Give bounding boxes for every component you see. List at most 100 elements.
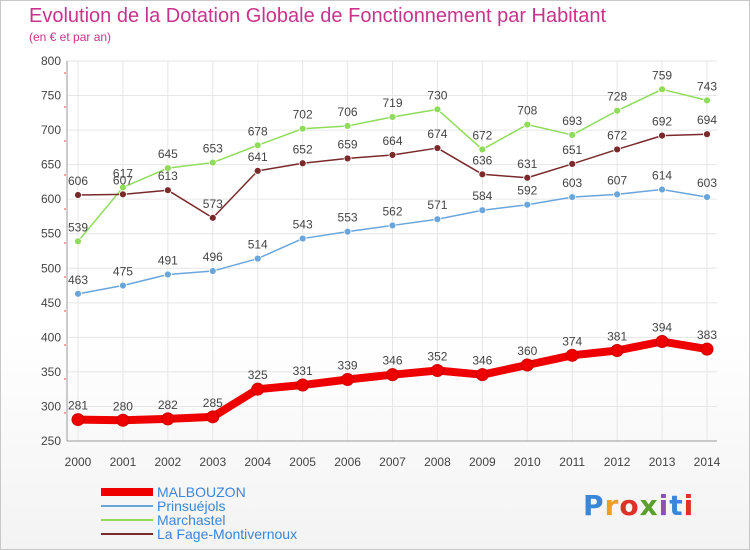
- data-label: 728: [607, 90, 627, 104]
- data-point: [475, 368, 489, 382]
- legend-swatch: [101, 505, 153, 507]
- data-point: [703, 130, 711, 139]
- data-label: 719: [382, 96, 402, 110]
- data-label: 702: [293, 108, 313, 122]
- data-label: 584: [472, 189, 492, 203]
- y-tick-label: 300: [41, 399, 61, 413]
- data-point: [655, 335, 669, 349]
- logo-letter: i: [683, 489, 695, 522]
- data-label: 645: [158, 147, 178, 161]
- x-tick-label: 2006: [334, 455, 361, 469]
- legend-swatch: [101, 533, 153, 535]
- legend-label: MALBOUZON: [157, 484, 246, 500]
- data-point: [433, 105, 442, 114]
- data-label: 672: [607, 128, 627, 142]
- x-tick-label: 2009: [469, 455, 496, 469]
- data-point: [163, 270, 172, 279]
- data-point: [74, 289, 82, 298]
- x-tick-label: 2000: [65, 455, 92, 469]
- data-label: 659: [338, 137, 358, 151]
- data-label: 282: [158, 398, 178, 412]
- data-point: [613, 106, 622, 115]
- data-point: [520, 358, 534, 372]
- data-point: [523, 200, 532, 209]
- data-label: 678: [248, 124, 268, 138]
- data-label: 463: [68, 273, 88, 287]
- data-label: 573: [203, 197, 223, 211]
- y-tick-label: 750: [41, 89, 61, 103]
- data-point: [433, 144, 442, 152]
- data-label: 331: [293, 364, 313, 378]
- logo-letter: x: [639, 489, 659, 522]
- y-tick-label: 650: [41, 158, 61, 172]
- data-label: 613: [158, 169, 178, 183]
- x-tick-label: 2001: [110, 455, 137, 469]
- data-label: 693: [562, 114, 582, 128]
- data-point: [206, 410, 220, 424]
- data-label: 285: [203, 396, 223, 410]
- data-label: 706: [338, 105, 358, 119]
- data-label: 491: [158, 253, 178, 267]
- data-point: [388, 221, 397, 230]
- data-label: 571: [427, 198, 447, 212]
- logo-letter: r: [604, 489, 620, 522]
- data-label: 631: [517, 157, 537, 171]
- legend-label: La Fage-Montivernoux: [157, 526, 298, 542]
- data-label: 543: [293, 218, 313, 232]
- data-point: [161, 412, 175, 426]
- data-label: 383: [697, 328, 717, 342]
- x-tick-label: 2004: [244, 455, 271, 469]
- legend-swatch: [101, 488, 153, 496]
- data-label: 339: [338, 359, 358, 373]
- data-point: [433, 215, 442, 224]
- data-label: 672: [472, 128, 492, 142]
- data-label: 562: [382, 204, 402, 218]
- data-label: 280: [113, 399, 133, 413]
- data-point: [253, 141, 262, 150]
- x-tick-label: 2014: [694, 455, 721, 469]
- y-tick-label: 550: [41, 227, 61, 241]
- legend-label: Prinsuéjols: [157, 498, 226, 514]
- x-tick-label: 2008: [424, 455, 451, 469]
- x-tick-label: 2013: [649, 455, 676, 469]
- data-label: 694: [697, 113, 717, 127]
- data-point: [388, 151, 397, 159]
- legend-label: Marchastel: [157, 512, 226, 528]
- data-label: 614: [652, 169, 672, 183]
- data-label: 539: [68, 220, 88, 234]
- x-tick-label: 2012: [604, 455, 631, 469]
- data-label: 346: [382, 354, 402, 368]
- logo-letter: o: [619, 489, 640, 522]
- data-point: [343, 122, 352, 130]
- y-tick-label: 600: [41, 192, 61, 206]
- data-point: [253, 166, 262, 175]
- data-label: 281: [68, 399, 88, 413]
- data-label: 603: [697, 176, 717, 190]
- data-point: [298, 124, 307, 133]
- data-point: [343, 227, 352, 236]
- data-point: [253, 254, 262, 263]
- data-label: 346: [472, 354, 492, 368]
- data-point: [74, 191, 82, 199]
- data-label: 651: [562, 143, 582, 157]
- data-label: 708: [517, 104, 537, 118]
- data-label: 692: [652, 115, 672, 129]
- data-label: 674: [427, 127, 447, 141]
- data-point: [523, 120, 532, 129]
- data-label: 514: [248, 238, 268, 252]
- chart-title: Evolution de la Dotation Globale de Fonc…: [29, 5, 607, 27]
- data-point: [251, 382, 265, 396]
- data-label: 325: [248, 368, 268, 382]
- data-label: 374: [562, 334, 582, 348]
- data-label: 606: [68, 174, 88, 188]
- data-point: [163, 164, 172, 172]
- data-point: [610, 343, 624, 357]
- x-tick-label: 2007: [379, 455, 406, 469]
- data-point: [565, 348, 579, 362]
- data-label: 641: [248, 150, 268, 164]
- data-point: [119, 281, 127, 290]
- data-label: 352: [427, 350, 447, 364]
- data-point: [163, 186, 172, 195]
